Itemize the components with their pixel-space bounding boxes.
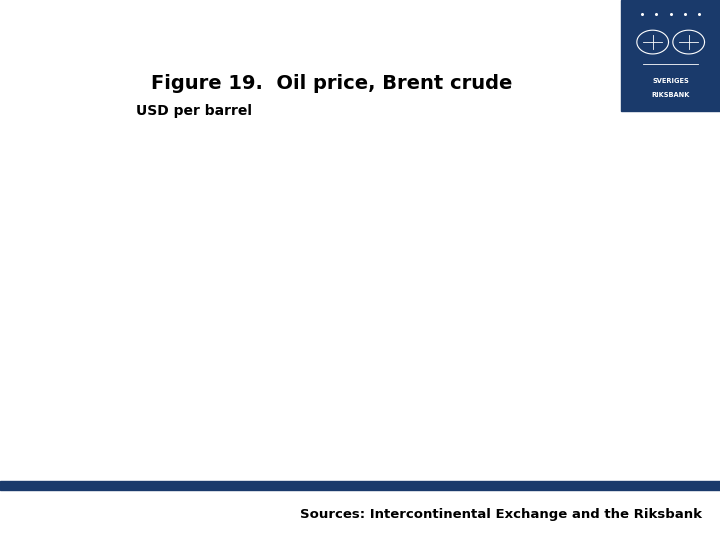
Bar <box>621 0 720 111</box>
Text: Figure 19.  Oil price, Brent crude: Figure 19. Oil price, Brent crude <box>151 74 513 93</box>
Text: Sources: Intercontinental Exchange and the Riksbank: Sources: Intercontinental Exchange and t… <box>300 508 702 521</box>
Text: SVERIGES: SVERIGES <box>652 78 689 84</box>
Bar <box>0 481 720 490</box>
Text: RIKSBANK: RIKSBANK <box>652 92 690 98</box>
Text: USD per barrel: USD per barrel <box>136 104 253 118</box>
